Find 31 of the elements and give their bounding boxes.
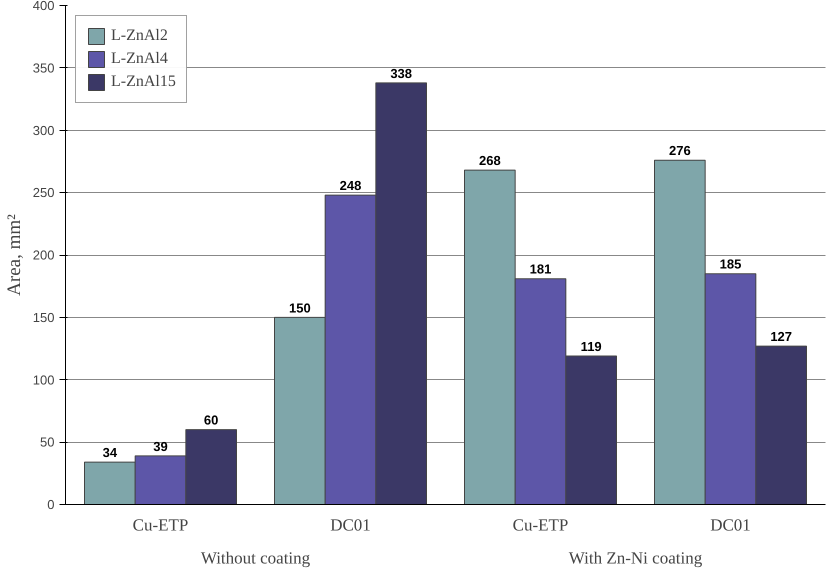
data-label: 150	[288, 300, 311, 316]
data-label: 276	[668, 143, 691, 158]
data-label: 34	[102, 445, 118, 460]
legend-label: L-ZnAl4	[111, 50, 168, 68]
data-label: 248	[340, 178, 362, 194]
y-tick-label: 300	[32, 122, 55, 138]
y-tick-label: 150	[32, 310, 55, 325]
y-tick-label: 400	[32, 0, 55, 13]
y-tick-label: 0	[47, 497, 55, 512]
y-axis-title: Area, mm²	[4, 214, 25, 296]
data-label: 338	[390, 66, 412, 81]
data-label: 185	[720, 256, 742, 272]
y-tick-label: 350	[32, 60, 55, 76]
y-tick-label: 250	[32, 185, 55, 200]
x-tick-label: Cu-ETP	[512, 516, 568, 534]
y-tick-label: 100	[32, 372, 55, 388]
text: With Zn-Ni coating	[568, 548, 703, 568]
x-tick-label: Cu-ETP	[132, 516, 188, 534]
y-tick-label: 200	[32, 248, 55, 262]
x-tick-label: DC01	[330, 516, 371, 534]
legend-label: L-ZnAl2	[111, 27, 168, 45]
data-label: 60	[204, 412, 218, 428]
data-label: 119	[580, 339, 602, 354]
data-label: 268	[478, 153, 501, 168]
legend-label: L-ZnAl15	[111, 73, 176, 91]
y-tick-label: 50	[40, 434, 55, 450]
text: Without coating	[200, 548, 311, 568]
data-label: 39	[153, 438, 168, 454]
x-tick-label: DC01	[710, 516, 751, 534]
data-label: 127	[770, 329, 792, 344]
data-label: 181	[530, 262, 552, 277]
